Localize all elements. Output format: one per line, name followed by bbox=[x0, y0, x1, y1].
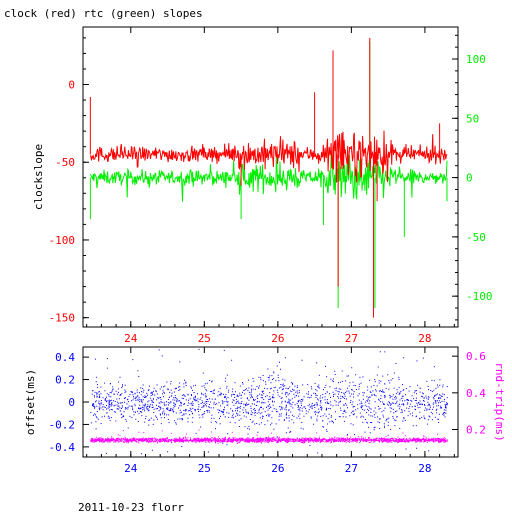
clock-slope-series bbox=[89, 130, 448, 183]
bottom-x-tick-label: 28 bbox=[418, 462, 431, 475]
bottom-y-axis-label: offset(ms) bbox=[24, 369, 37, 435]
bottom-x-tick-label: 25 bbox=[198, 462, 211, 475]
top-x-tick-label: 26 bbox=[271, 332, 284, 345]
bottom-y2-tick-label: 0.4 bbox=[466, 387, 486, 400]
top-x-tick-label: 24 bbox=[124, 332, 138, 345]
top-x-tick-label: 27 bbox=[345, 332, 358, 345]
bottom-y-tick-label: 0.4 bbox=[55, 351, 75, 364]
top-y-tick-label: -150 bbox=[49, 312, 76, 325]
chart-title: clock (red) rtc (green) slopes bbox=[4, 7, 203, 20]
bottom-y-tick-label: -0.4 bbox=[49, 441, 76, 454]
bottom-y-tick-label: 0 bbox=[68, 396, 75, 409]
top-y-axis-label: clockslope bbox=[32, 144, 45, 210]
round-trip-scatter-series bbox=[90, 429, 448, 444]
top-y2-tick-label: -50 bbox=[466, 231, 486, 244]
bottom-y-tick-label: 0.2 bbox=[55, 374, 75, 387]
bottom-ticks-layer: 24 25 26 27 28 0.4 0.2 0 -0.2 -0.4 0.6 0.4 0.2 bbox=[49, 347, 486, 475]
top-x-tick-label: 25 bbox=[198, 332, 211, 345]
top-panel: 24 25 26 27 28 0 -50 -100 -150 100 50 0 -50 -100 cloc… bbox=[32, 26, 493, 345]
top-y-tick-label: -100 bbox=[49, 234, 76, 247]
top-ticks-layer: 24 25 26 27 28 0 -50 -100 -150 100 50 0 -50 -100 bbox=[49, 27, 493, 345]
top-x-tick-label: 28 bbox=[418, 332, 431, 345]
bottom-panel: 24 25 26 27 28 0.4 0.2 0 -0.2 -0.4 0.6 0.4 0.2 offse… bbox=[24, 346, 506, 475]
bottom-x-tick-label: 26 bbox=[271, 462, 284, 475]
bottom-y2-axis-label: rnd-trip(ms) bbox=[493, 362, 506, 441]
bottom-series-layer bbox=[90, 348, 448, 455]
top-y-tick-label: -50 bbox=[55, 156, 75, 169]
top-series-layer bbox=[89, 37, 448, 318]
bottom-y2-tick-label: 0.6 bbox=[466, 350, 486, 363]
bottom-x-tick-label: 27 bbox=[345, 462, 358, 475]
footer-caption: 2011-10-23 florr bbox=[78, 501, 184, 512]
top-y2-tick-label: -100 bbox=[466, 290, 493, 303]
bottom-y-tick-label: -0.2 bbox=[49, 418, 76, 431]
bottom-x-tick-label: 24 bbox=[124, 462, 138, 475]
top-y2-tick-label: 100 bbox=[466, 53, 486, 66]
top-y2-tick-label: 0 bbox=[466, 172, 473, 185]
top-y-tick-label: 0 bbox=[68, 79, 75, 92]
top-plot-frame bbox=[82, 26, 459, 328]
top-y2-tick-label: 50 bbox=[466, 112, 479, 125]
bottom-y2-tick-label: 0.2 bbox=[466, 424, 486, 437]
